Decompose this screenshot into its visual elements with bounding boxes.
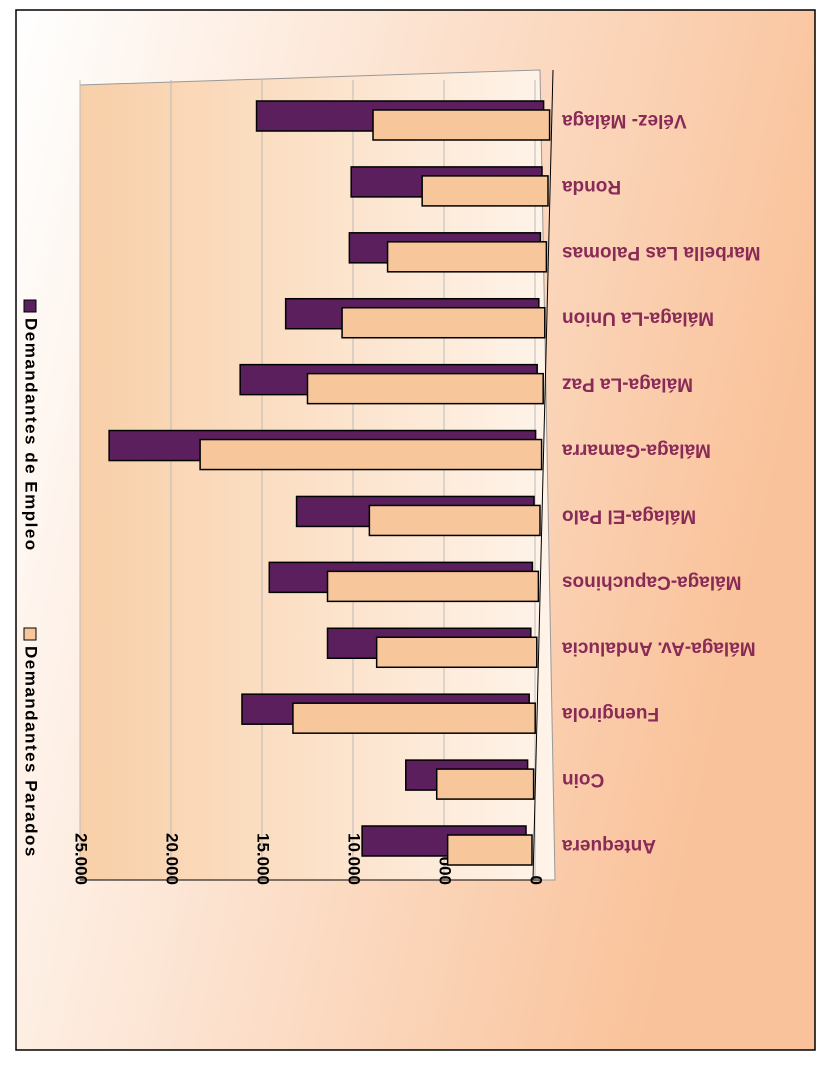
bar [421,175,549,207]
x-tick-label: Málaga-Av. Andalucia [562,637,756,658]
bar [306,372,544,405]
x-tick-label: Málaga-La Paz [562,374,693,395]
y-tick-label: 25.000 [72,833,91,885]
category-axis [532,69,554,881]
bar [372,109,551,141]
bar [199,438,543,471]
legend-label: Demandantes de Empleo [22,318,41,552]
bar [375,636,538,669]
x-tick-label: Vélez- Málaga [562,110,687,131]
x-tick-label: Málaga-El Palo [562,505,696,526]
x-tick-label: Marbella Las Palomas [562,242,761,263]
legend-swatch [23,627,37,641]
y-tick-label: 15.000 [254,833,273,885]
y-tick-label: 20.000 [163,833,182,885]
bar [446,834,533,866]
bar [292,702,536,734]
x-tick-label: Málaga-Gamarra [562,440,711,461]
x-tick-label: Ronda [562,176,622,197]
x-tick-label: Antequera [562,835,656,856]
bar [326,570,540,603]
legend-label: Demandantes Parados [22,646,41,858]
bar [386,241,548,273]
bar [435,768,535,800]
x-tick-label: Coin [562,769,604,790]
x-tick-label: Málaga-Capuchinos [562,571,741,592]
x-tick-label: Fuengirola [562,703,660,724]
legend-swatch [23,299,37,313]
bar [341,306,546,339]
y-tick-label: 10.000 [345,833,364,885]
x-tick-label: Málaga-La Union [562,308,714,329]
bar [368,504,541,537]
